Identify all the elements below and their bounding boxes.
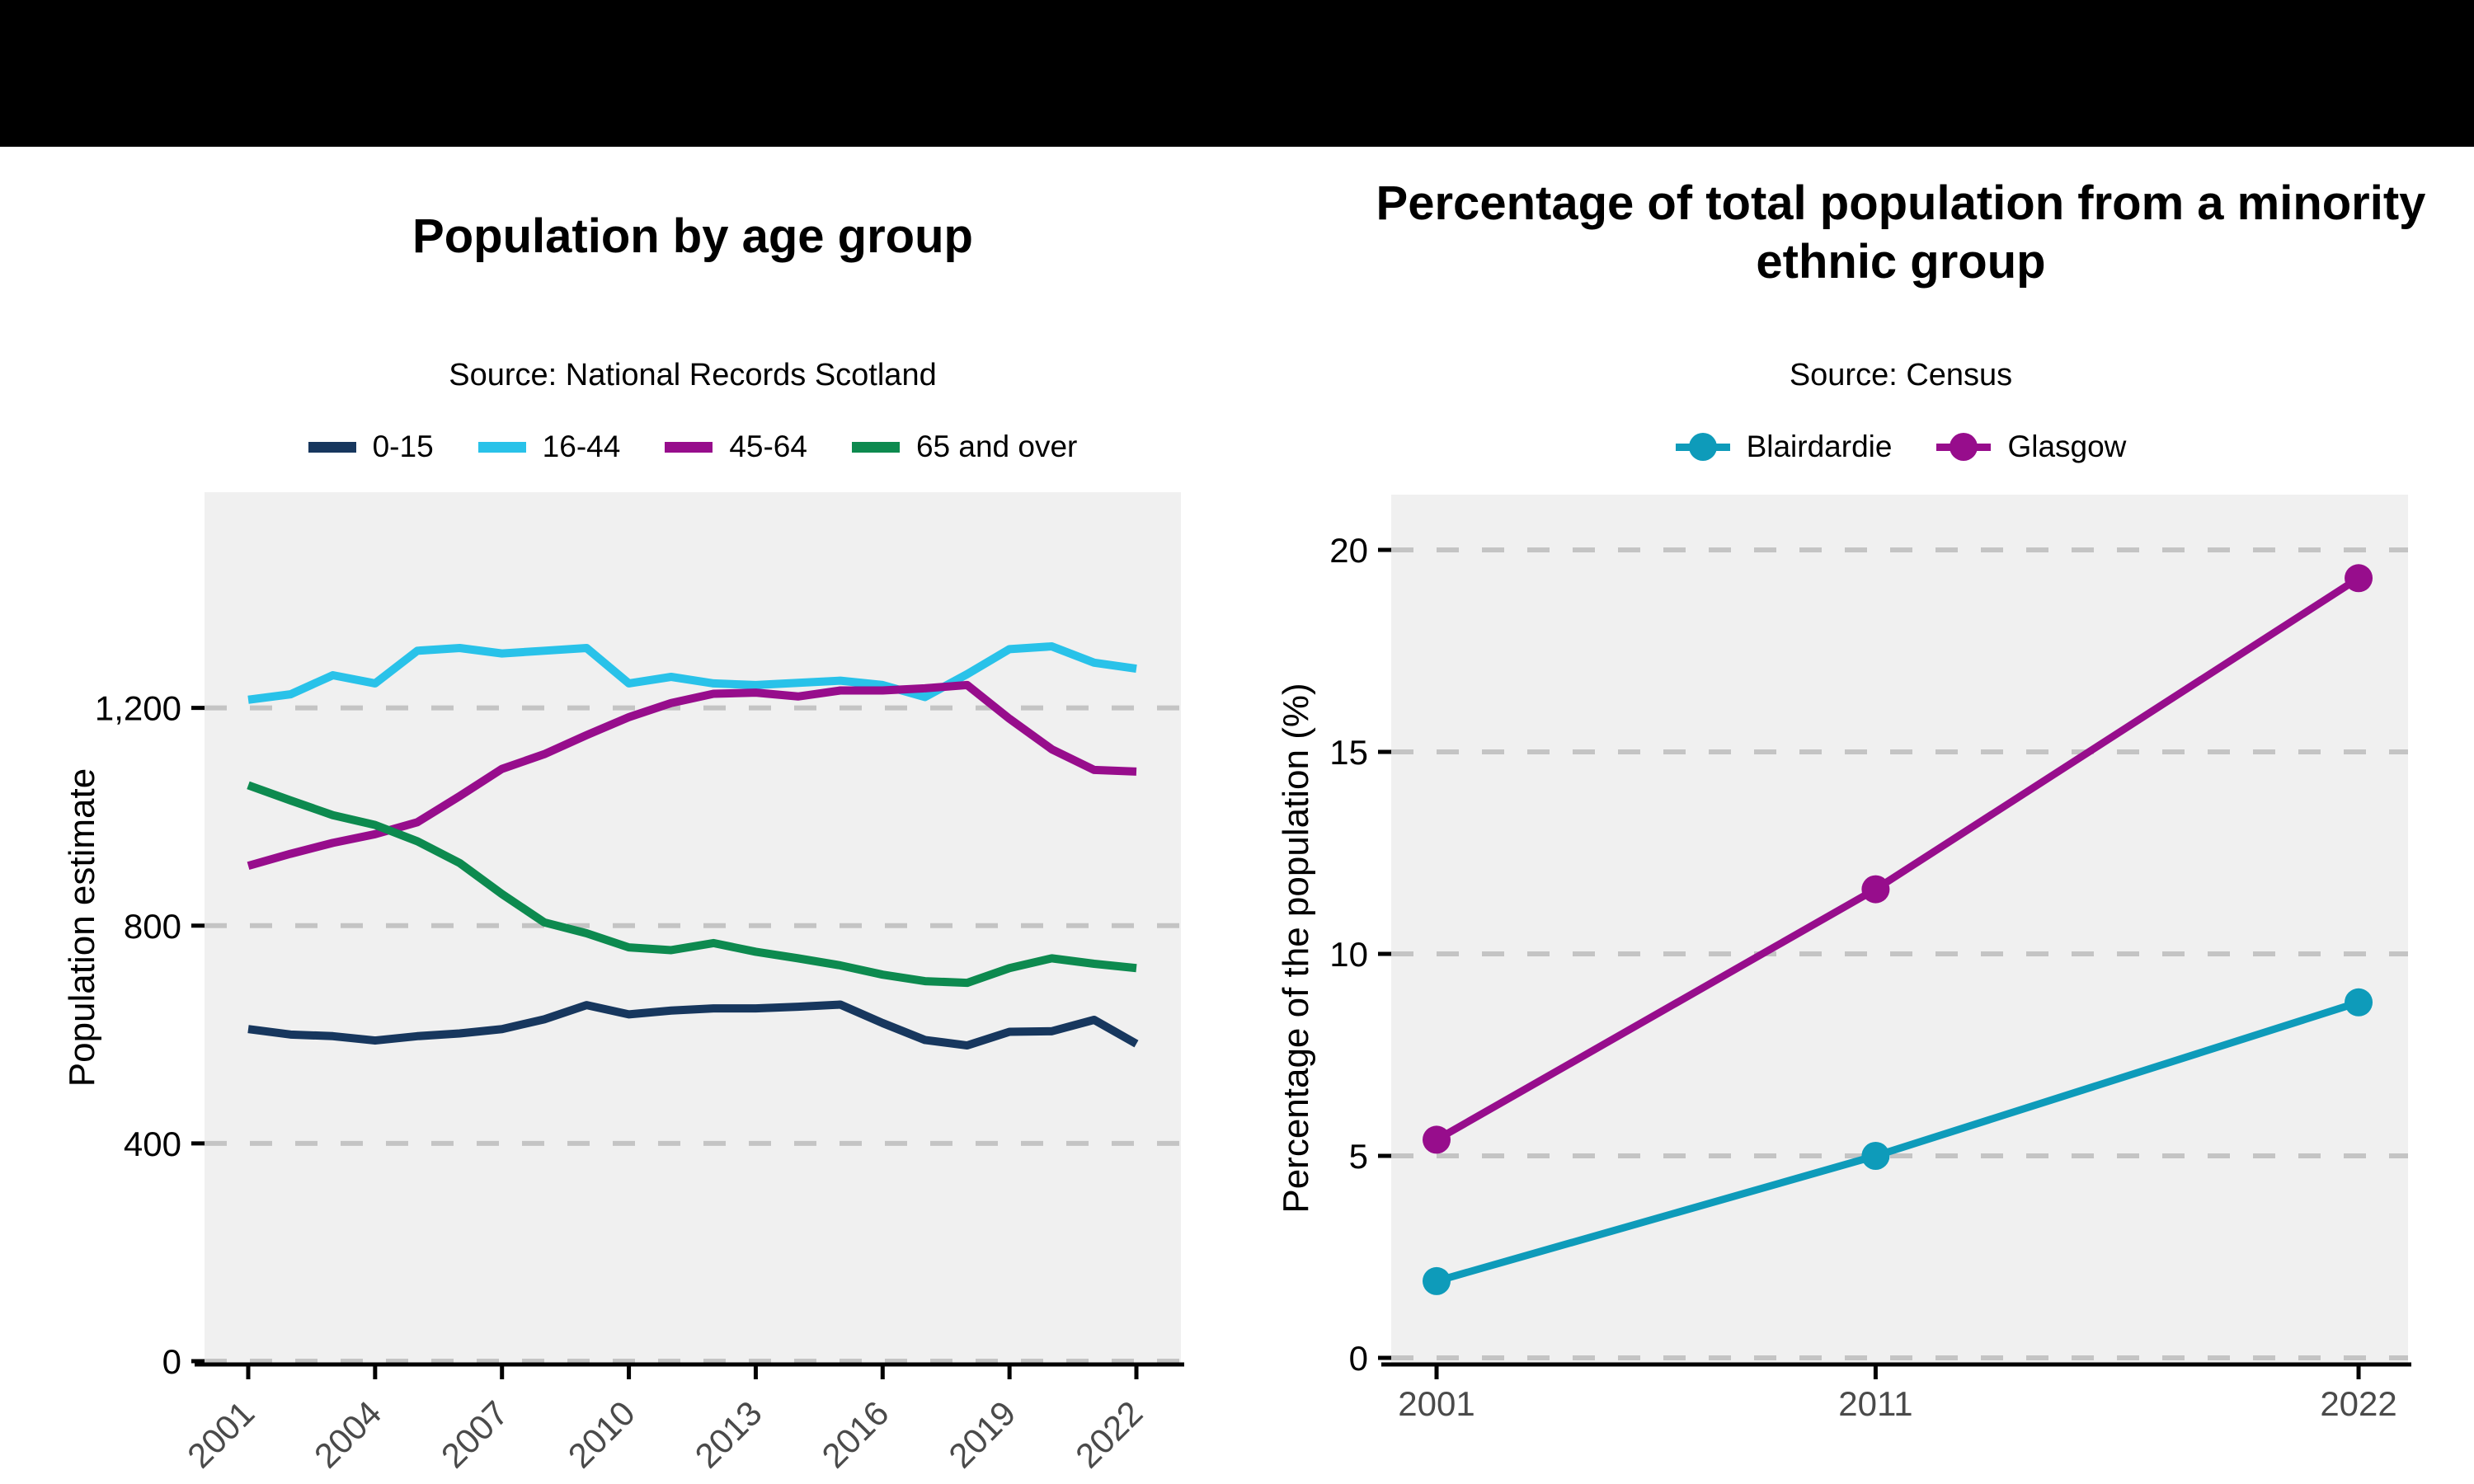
legend-label-65-over: 65 and over <box>915 430 1078 463</box>
chart-subtitle-minority: Source: Census <box>1789 358 2013 392</box>
y-axis-title-population: Population estimate <box>62 768 102 1087</box>
series-line-16-44 <box>247 642 1137 704</box>
x-tick-label: 2007 <box>434 1393 515 1475</box>
data-point-blairdardie-2022 <box>2345 988 2373 1017</box>
y-tick-label: 800 <box>124 907 181 946</box>
legend-item-65-over: 65 and over <box>851 430 1078 464</box>
series-line-45-64 <box>247 680 1137 870</box>
legend-label-16-44: 16-44 <box>542 430 621 463</box>
legend-key-16-44-icon <box>477 441 526 453</box>
legend-key-0-15-icon <box>308 441 356 453</box>
chart-subtitle-population: Source: National Records Scotland <box>449 358 937 392</box>
x-tick-label: 2022 <box>2320 1384 2396 1423</box>
y-tick-label: 15 <box>1329 733 1368 772</box>
x-tick-label: 2001 <box>1398 1384 1475 1423</box>
series-line-65-and-over <box>247 781 1137 988</box>
series-line-0-15 <box>247 1000 1139 1050</box>
legend-label-0-15: 0-15 <box>372 430 434 463</box>
top-banner <box>0 0 2474 147</box>
data-point-glasgow-2022 <box>2345 564 2373 593</box>
x-tick-label: 2013 <box>687 1393 769 1475</box>
legend-label-blairdardie: Blairdardie <box>1746 430 1893 463</box>
plot-area <box>205 492 1181 1363</box>
x-tick-label: 2019 <box>941 1393 1023 1475</box>
legend-population: 0-15 16-44 45-64 65 and over <box>205 422 1181 472</box>
y-tick-label: 5 <box>1349 1137 1368 1176</box>
plot-area <box>1391 495 2408 1363</box>
legend-item-glasgow: Glasgow <box>1936 430 2126 464</box>
x-tick-label: 2011 <box>1838 1384 1912 1423</box>
data-point-glasgow-2011 <box>1861 875 1890 904</box>
data-point-blairdardie-2001 <box>1423 1266 1451 1295</box>
y-tick-label: 400 <box>124 1125 181 1163</box>
y-tick-label: 10 <box>1329 935 1368 974</box>
legend-item-0-15: 0-15 <box>308 430 434 464</box>
x-tick-label: 2016 <box>814 1393 896 1475</box>
legend-key-65-over-icon <box>851 441 900 453</box>
chart-title-minority: Percentage of total population from a mi… <box>1376 176 2426 289</box>
x-tick-label: 2001 <box>180 1393 261 1475</box>
x-tick-label: 2010 <box>561 1393 642 1475</box>
legend-key-glasgow-icon <box>1936 430 1992 463</box>
data-point-glasgow-2001 <box>1423 1125 1451 1154</box>
chart-title-population: Population by age group <box>412 209 973 263</box>
legend-item-blairdardie: Blairdardie <box>1675 430 1893 464</box>
y-axis-title-minority: Percentage of the population (%) <box>1276 683 1316 1214</box>
y-tick-label: 20 <box>1329 531 1368 570</box>
legend-key-45-64-icon <box>665 441 713 453</box>
legend-item-45-64: 45-64 <box>665 430 807 464</box>
data-point-blairdardie-2011 <box>1861 1142 1890 1170</box>
y-tick-label: 0 <box>1349 1339 1368 1378</box>
legend-minority: Blairdardie Glasgow <box>1361 422 2441 472</box>
legend-label-glasgow: Glasgow <box>2007 430 2127 463</box>
legend-key-blairdardie-icon <box>1675 430 1730 463</box>
legend-label-45-64: 45-64 <box>729 430 807 463</box>
y-tick-label: 0 <box>162 1342 181 1381</box>
y-tick-label: 1,200 <box>95 689 181 728</box>
x-tick-label: 2004 <box>307 1393 388 1475</box>
x-tick-label: 2022 <box>1068 1393 1150 1475</box>
legend-item-16-44: 16-44 <box>477 430 621 464</box>
